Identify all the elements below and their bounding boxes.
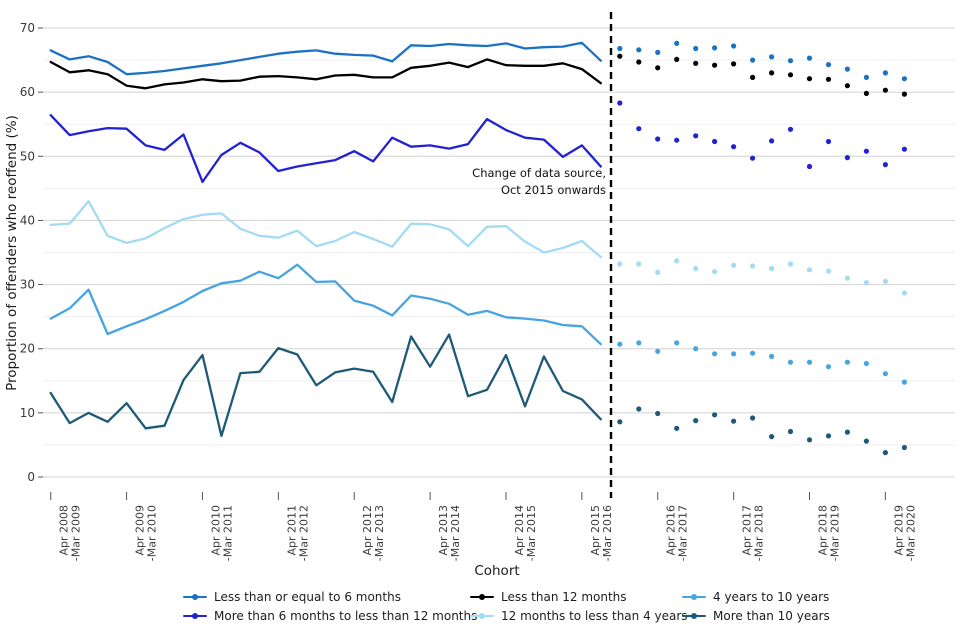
svg-text:-Mar 2009: -Mar 2009 — [70, 505, 83, 561]
reoffending-line-chart: 0 10 20 30 40 50 60 70 Proportion of offenders w… — [4, 12, 955, 579]
svg-text:-Mar 2013: -Mar 2013 — [373, 505, 386, 561]
change-of-source-annotation: Change of data source, Oct 2015 onwards — [472, 166, 606, 197]
series-4 — [49, 263, 908, 385]
svg-text:Apr 2013: Apr 2013 — [437, 505, 450, 556]
legend-item-le-6-months: Less than or equal to 6 months — [183, 588, 477, 605]
series-2 — [49, 100, 908, 184]
legend: Less than or equal to 6 months More than… — [0, 588, 960, 638]
series-5 — [49, 333, 908, 456]
svg-text:10: 10 — [20, 406, 35, 420]
legend-item-label: Less than or equal to 6 months — [214, 589, 401, 604]
svg-text:-Mar 2010: -Mar 2010 — [146, 505, 159, 561]
line-dot-marker-icon — [470, 592, 494, 602]
legend-column-1: Less than or equal to 6 months More than… — [183, 588, 477, 626]
svg-text:Apr 2009: Apr 2009 — [134, 505, 147, 556]
svg-text:30: 30 — [20, 278, 35, 292]
legend-item-label: More than 6 months to less than 12 month… — [214, 608, 478, 623]
line-dot-marker-icon — [682, 592, 706, 602]
svg-text:Apr 2014: Apr 2014 — [513, 505, 526, 556]
svg-text:Apr 2017: Apr 2017 — [741, 505, 754, 556]
legend-item-6-to-12-months: More than 6 months to less than 12 month… — [183, 607, 477, 624]
svg-text:Apr 2015: Apr 2015 — [589, 505, 602, 556]
svg-text:Apr 2019: Apr 2019 — [892, 505, 905, 556]
legend-item-label: Less than 12 months — [501, 589, 627, 604]
legend-item-12m-to-4y: 12 months to less than 4 years — [470, 607, 688, 624]
svg-text:70: 70 — [20, 21, 35, 35]
svg-text:20: 20 — [20, 342, 35, 356]
legend-item-label: 12 months to less than 4 years — [501, 608, 688, 623]
legend-column-2: Less than 12 months 12 months to less th… — [470, 588, 688, 626]
series-0 — [49, 40, 908, 82]
svg-text:Change of data source,: Change of data source, — [472, 166, 606, 180]
svg-text:-Mar 2019: -Mar 2019 — [829, 505, 842, 561]
legend-item-4y-to-10y: 4 years to 10 years — [682, 588, 830, 605]
svg-text:Apr 2012: Apr 2012 — [361, 505, 374, 556]
gridlines — [43, 27, 955, 478]
legend-item-less-12-months: Less than 12 months — [470, 588, 688, 605]
svg-text:-Mar 2020: -Mar 2020 — [904, 505, 917, 561]
svg-text:-Mar 2017: -Mar 2017 — [677, 505, 690, 561]
svg-text:Apr 2018: Apr 2018 — [817, 505, 830, 556]
svg-text:-Mar 2016: -Mar 2016 — [601, 505, 614, 561]
svg-text:-Mar 2018: -Mar 2018 — [753, 505, 766, 561]
svg-text:-Mar 2012: -Mar 2012 — [297, 505, 310, 561]
svg-text:40: 40 — [20, 213, 35, 227]
line-dot-marker-icon — [470, 611, 494, 621]
line-dot-marker-icon — [183, 592, 207, 602]
svg-text:60: 60 — [20, 85, 35, 99]
svg-text:Apr 2010: Apr 2010 — [209, 505, 222, 556]
series-3 — [49, 200, 908, 296]
legend-item-label: 4 years to 10 years — [713, 589, 830, 604]
svg-text:Apr 2008: Apr 2008 — [58, 505, 71, 556]
svg-text:-Mar 2015: -Mar 2015 — [525, 505, 538, 561]
legend-item-more-10y: More than 10 years — [682, 607, 830, 624]
svg-text:Apr 2016: Apr 2016 — [665, 505, 678, 556]
x-axis-title: Cohort — [474, 563, 519, 579]
svg-text:-Mar 2011: -Mar 2011 — [221, 505, 234, 561]
series-1 — [49, 53, 908, 97]
legend-item-label: More than 10 years — [713, 608, 830, 623]
y-axis: 0 10 20 30 40 50 60 70 Proportion of offenders w… — [4, 21, 43, 484]
svg-text:-Mar 2014: -Mar 2014 — [449, 505, 462, 561]
svg-text:Apr 2011: Apr 2011 — [285, 505, 298, 556]
x-axis: Apr 2008 -Mar 2009 Apr 2009 -Mar 2010 Apr 20… — [50, 492, 917, 579]
svg-text:Oct 2015 onwards: Oct 2015 onwards — [501, 183, 606, 197]
line-dot-marker-icon — [682, 611, 706, 621]
svg-text:50: 50 — [20, 149, 35, 163]
svg-text:0: 0 — [27, 470, 35, 484]
line-dot-marker-icon — [183, 611, 207, 621]
y-axis-title: Proportion of offenders who reoffend (%) — [4, 115, 20, 391]
legend-column-3: 4 years to 10 years More than 10 years — [682, 588, 830, 626]
